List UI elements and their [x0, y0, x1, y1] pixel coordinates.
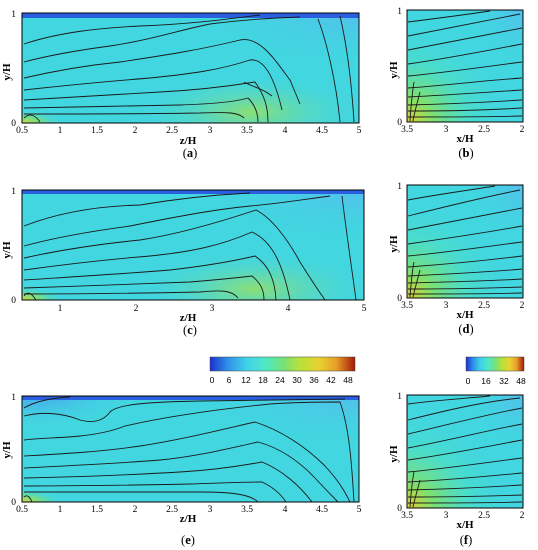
colorbar-tick: 6 — [227, 375, 232, 385]
panel-b: 3.5 3 2.5 2 0 1 x/H y/H (b) — [388, 7, 525, 160]
tick-label: 4 — [283, 505, 288, 515]
tick-label: 3.5 — [241, 126, 253, 136]
panel-label: (b) — [458, 146, 473, 160]
y-tick-label: 0 — [11, 498, 16, 508]
x-axis-label: x/H — [456, 309, 474, 321]
y-axis-label: y/H — [1, 63, 13, 81]
colorbar-tick: 48 — [516, 376, 526, 386]
x-axis-label: z/H — [180, 513, 197, 525]
colorbar-main-gradient — [209, 356, 356, 372]
tick-label: 4 — [286, 304, 291, 314]
y-tick-label: 1 — [397, 392, 402, 402]
y-tick-label: 1 — [11, 187, 16, 197]
tick-label: 2.5 — [166, 126, 178, 136]
colorbar-tick: 32 — [499, 376, 509, 386]
tick-label: 4 — [283, 126, 288, 136]
y-tick-label: 0 — [397, 294, 402, 304]
tick-label: 2.5 — [478, 125, 490, 135]
tick-label: 3 — [208, 126, 213, 136]
y-axis-label: y/H — [388, 445, 400, 463]
y-axis-label: y/H — [388, 235, 400, 253]
colorbar-small: 0 16 32 48 — [465, 356, 526, 386]
tick-label: 4.5 — [316, 126, 328, 136]
tick-label: 3.5 — [401, 125, 413, 135]
panel-b-contours — [407, 10, 523, 122]
panel-label: (d) — [458, 322, 473, 336]
y-tick-label: 1 — [11, 393, 16, 403]
panel-label: (a) — [183, 146, 198, 160]
y-tick-label: 1 — [11, 10, 16, 20]
tick-label: 3 — [210, 304, 215, 314]
tick-label: 0.5 — [16, 126, 28, 136]
y-tick-label: 0 — [11, 119, 16, 129]
tick-label: 3 — [208, 505, 213, 515]
panel-d: 3.5 3 2.5 2 0 1 x/H y/H (d) — [388, 182, 525, 336]
panel-label: (e) — [181, 533, 195, 547]
tick-label: 2 — [520, 301, 525, 311]
tick-label: 5 — [362, 304, 367, 314]
tick-label: 1 — [58, 505, 63, 515]
colorbar-tick: 18 — [258, 375, 268, 385]
tick-label: 2 — [520, 511, 525, 521]
tick-label: 2 — [133, 505, 138, 515]
x-axis-label: z/H — [180, 312, 197, 324]
colorbar-tick: 0 — [466, 376, 471, 386]
panel-d-contours — [407, 185, 523, 298]
colorbar-tick: 24 — [275, 375, 285, 385]
colorbar-main: 0 6 12 18 24 30 36 42 48 — [209, 356, 356, 385]
tick-label: 2.5 — [166, 505, 178, 515]
tick-label: 4.5 — [316, 505, 328, 515]
tick-label: 3 — [444, 125, 449, 135]
x-axis-label: z/H — [180, 135, 197, 147]
tick-label: 3.5 — [401, 301, 413, 311]
tick-label: 1 — [58, 126, 63, 136]
panel-label: (f) — [460, 533, 473, 547]
tick-label: 2 — [520, 125, 525, 135]
y-tick-label: 1 — [397, 182, 402, 192]
y-tick-label: 1 — [397, 7, 402, 17]
tick-label: 3 — [444, 301, 449, 311]
tick-label: 2.5 — [478, 511, 490, 521]
tick-label: 5 — [357, 505, 362, 515]
y-axis-label: y/H — [1, 441, 13, 459]
panel-a-x-ticks: 0.5 1 1.5 2 2.5 3 3.5 4 4.5 5 — [16, 126, 362, 136]
y-axis-label: y/H — [388, 61, 400, 79]
tick-label: 3.5 — [401, 511, 413, 521]
tick-label: 2 — [133, 126, 138, 136]
y-tick-label: 0 — [397, 118, 402, 128]
y-tick-label: 0 — [11, 296, 16, 306]
colorbar-tick: 16 — [481, 376, 491, 386]
panel-e-contours — [23, 396, 355, 503]
panel-c-contours — [23, 192, 357, 301]
y-tick-label: 0 — [397, 504, 402, 514]
colorbar-small-gradient — [465, 356, 525, 372]
tick-label: 1.5 — [91, 126, 103, 136]
tick-label: 2 — [134, 304, 139, 314]
panel-f: 3.5 3 2.5 2 0 1 x/H y/H (f) — [388, 392, 525, 547]
colorbar-tick: 30 — [292, 375, 302, 385]
y-axis-label: y/H — [1, 241, 13, 259]
panel-e: 0.5 1 1.5 2 2.5 3 3.5 4 4.5 5 0 1 z/H y/… — [1, 393, 362, 547]
panel-f-contours — [407, 395, 523, 508]
tick-label: 5 — [357, 126, 362, 136]
x-axis-label: x/H — [456, 519, 474, 531]
panel-a: 0.5 1 1.5 2 2.5 3 3.5 4 4.5 5 0 1 z/H y/… — [1, 10, 362, 160]
tick-label: 1 — [58, 304, 63, 314]
x-axis-label: x/H — [456, 133, 474, 145]
tick-label: 2.5 — [478, 301, 490, 311]
tick-label: 1.5 — [91, 505, 103, 515]
colorbar-tick: 12 — [241, 375, 251, 385]
tick-label: 0.5 — [16, 505, 28, 515]
panel-label: (c) — [183, 323, 197, 337]
colorbar-tick: 36 — [309, 375, 319, 385]
colorbar-tick: 48 — [343, 375, 353, 385]
panel-a-contours — [23, 14, 355, 123]
colorbar-tick: 0 — [210, 375, 215, 385]
colorbar-tick: 42 — [326, 375, 336, 385]
tick-label: 3 — [444, 511, 449, 521]
panel-c: 1 2 3 4 5 0 1 z/H y/H (c) — [1, 187, 367, 337]
tick-label: 3.5 — [241, 505, 253, 515]
